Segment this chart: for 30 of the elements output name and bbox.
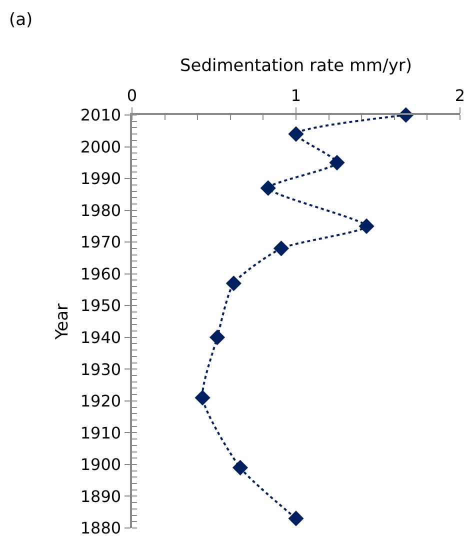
y-tick-label: 1880 — [80, 518, 122, 538]
y-tick-label: 1970 — [80, 232, 122, 252]
point — [358, 218, 374, 234]
y-tick-label: 1950 — [80, 296, 122, 316]
y-tick-label: 1900 — [80, 455, 122, 474]
x-tick-label: 1 — [290, 86, 302, 105]
y-tick-label: 1920 — [80, 392, 122, 411]
x-tick-label: 2 — [454, 86, 466, 105]
y-axis-title: Year — [52, 303, 72, 340]
x-tick-label: 0 — [126, 86, 138, 105]
y-tick-label: 2000 — [80, 137, 122, 156]
x-axis-title: Sedimentation rate mm/yr) — [180, 56, 412, 76]
y-tick-label: 2010 — [80, 106, 122, 125]
point — [273, 240, 290, 256]
point — [194, 390, 210, 406]
point — [260, 180, 276, 196]
point — [226, 276, 242, 292]
point — [232, 460, 248, 476]
point — [288, 126, 304, 142]
y-tick-label: 1930 — [80, 360, 122, 379]
y-tick-label: 1990 — [80, 169, 122, 188]
point — [329, 154, 345, 170]
y-tick-label: 1980 — [80, 200, 122, 220]
text: (a) — [9, 10, 33, 30]
point — [209, 330, 226, 346]
y-tick-label: 1910 — [80, 423, 122, 442]
point — [288, 510, 304, 526]
y-tick-label: 1940 — [80, 328, 122, 347]
y-tick-label: 1890 — [80, 486, 122, 506]
y-tick-label: 1960 — [80, 264, 122, 284]
